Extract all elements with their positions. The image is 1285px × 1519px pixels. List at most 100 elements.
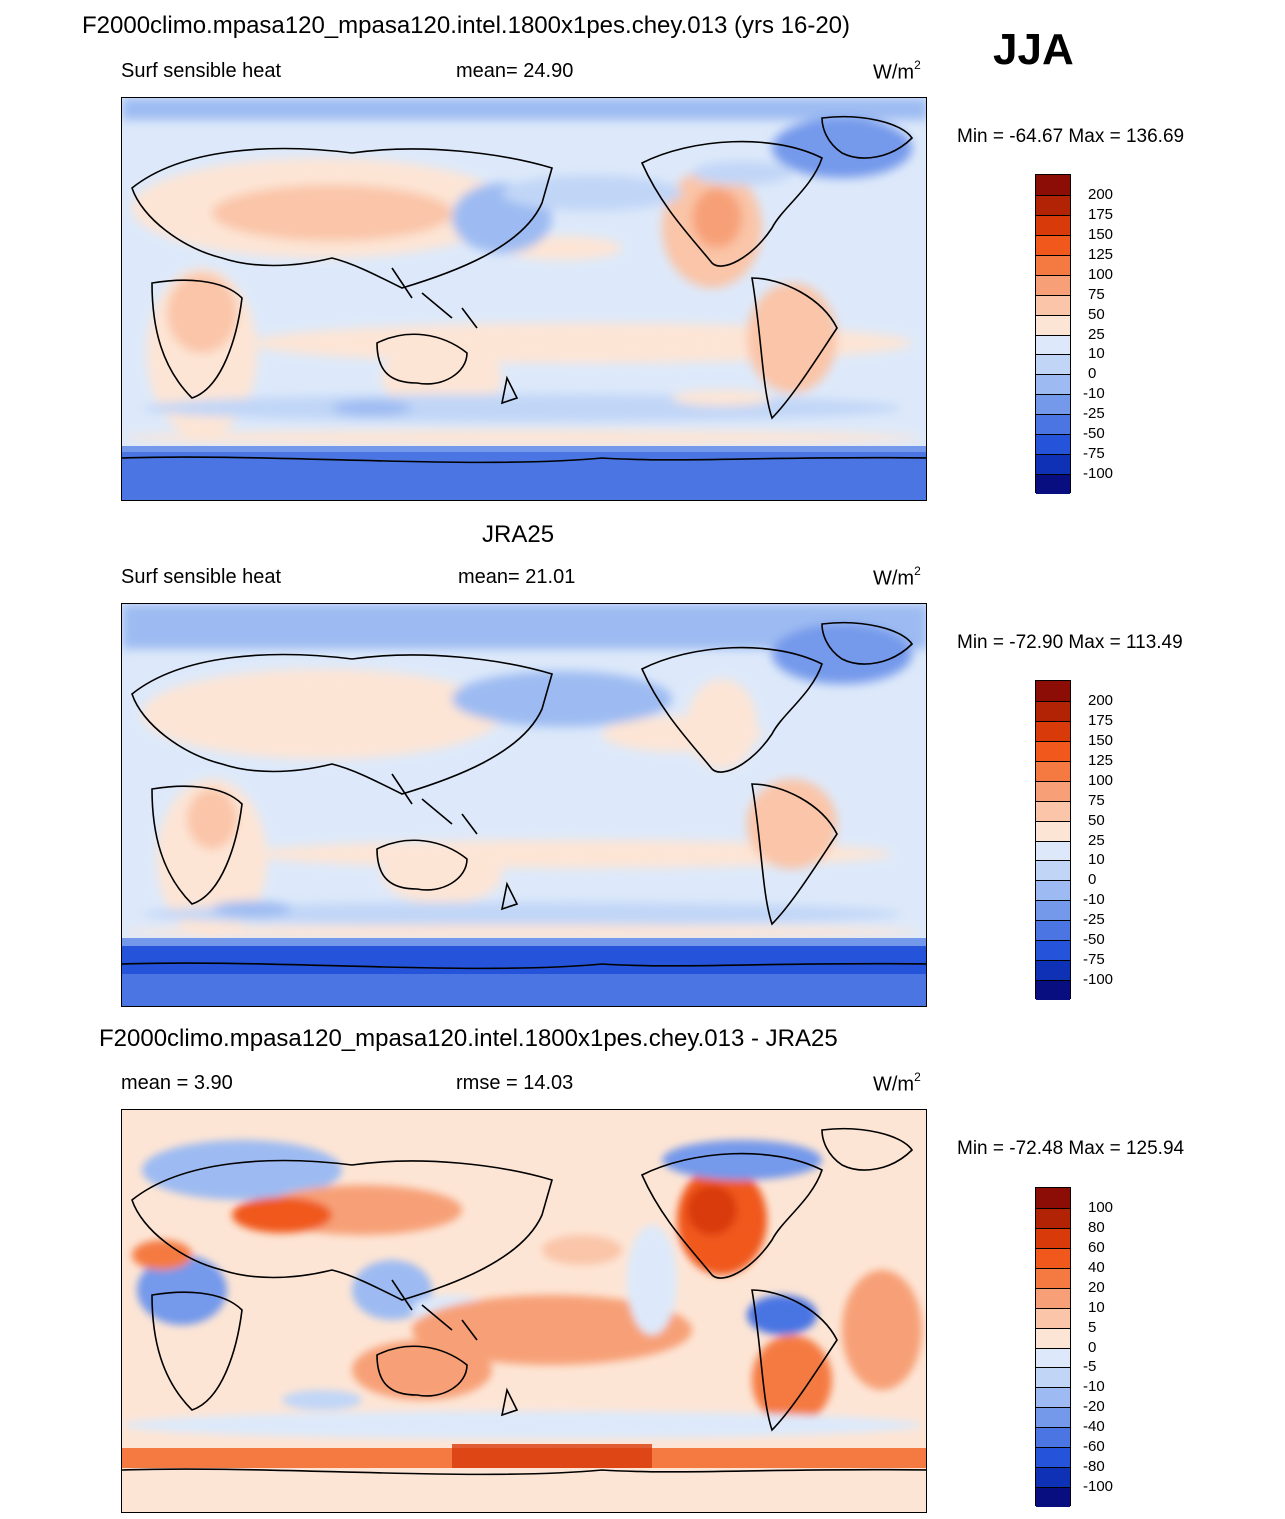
colorbar-tick-label: -10: [1083, 1378, 1105, 1396]
colorbar-tick-label: 175: [1088, 205, 1114, 223]
colorbar-tick-label: 10: [1088, 1298, 1105, 1316]
colorbar-tick-label: -25: [1083, 911, 1105, 929]
colorbar-tick-label: -10: [1083, 891, 1105, 909]
colorbar-swatch: [1036, 434, 1070, 455]
colorbar: [1035, 174, 1071, 494]
colorbar-swatch: [1036, 1207, 1070, 1228]
rmse-label: rmse = 14.03: [456, 1072, 574, 1094]
colorbar-swatch: [1036, 940, 1070, 961]
units-label: W/m2: [873, 564, 921, 590]
colorbar-tick-label: -20: [1083, 1398, 1105, 1416]
colorbar-tick-label: -10: [1083, 385, 1105, 403]
minmax-label: Min = -72.90 Max = 113.49: [957, 632, 1183, 653]
colorbar-tick-label: 10: [1088, 345, 1105, 363]
colorbar-tick-label: 25: [1088, 831, 1105, 849]
panel-title: F2000climo.mpasa120_mpasa120.intel.1800x…: [99, 1025, 838, 1052]
colorbar-swatch: [1036, 960, 1070, 981]
colorbar-swatch: [1036, 900, 1070, 921]
colorbar: [1035, 1187, 1071, 1507]
colorbar-tick-label: -50: [1083, 425, 1105, 443]
colorbar-swatch: [1036, 294, 1070, 315]
colorbar-tick-label: -75: [1083, 951, 1105, 969]
colorbar-swatch: [1036, 175, 1070, 195]
colorbar-tick-label: 125: [1088, 245, 1114, 263]
colorbar-swatch: [1036, 740, 1070, 761]
colorbar-tick-label: 5: [1088, 1318, 1097, 1336]
colorbar-tick-label: 150: [1088, 731, 1114, 749]
colorbar-tick-label: -40: [1083, 1418, 1105, 1436]
map-reference: [121, 603, 927, 1007]
minmax-label: Min = -64.67 Max = 136.69: [957, 126, 1185, 147]
figure-title: F2000climo.mpasa120_mpasa120.intel.1800x…: [82, 12, 851, 39]
colorbar-swatch: [1036, 980, 1070, 1000]
colorbar-swatch: [1036, 1188, 1070, 1208]
colorbar-tick-label: 25: [1088, 325, 1105, 343]
colorbar-tick-label: 50: [1088, 811, 1105, 829]
colorbar-swatch: [1036, 1487, 1070, 1507]
colorbar-swatch: [1036, 474, 1070, 494]
colorbar-swatch: [1036, 1267, 1070, 1288]
map-model: [121, 97, 927, 501]
colorbar-swatch: [1036, 720, 1070, 741]
colorbar-tick-label: 0: [1088, 871, 1097, 889]
colorbar-tick-label: -100: [1083, 465, 1114, 483]
colorbar-tick-label: 60: [1088, 1238, 1105, 1256]
colorbar-swatch: [1036, 374, 1070, 395]
colorbar-tick-label: 75: [1088, 285, 1105, 303]
colorbar-swatch: [1036, 1327, 1070, 1348]
colorbar-tick-label: 150: [1088, 225, 1114, 243]
colorbar-swatch: [1036, 780, 1070, 801]
colorbar-swatch: [1036, 1307, 1070, 1328]
mean-label: mean= 24.90: [456, 60, 574, 82]
colorbar-tick-label: 40: [1088, 1258, 1105, 1276]
colorbar-swatch: [1036, 920, 1070, 941]
minmax-label: Min = -72.48 Max = 125.94: [957, 1138, 1185, 1159]
colorbar-tick-label: 80: [1088, 1218, 1105, 1236]
colorbar-tick-label: -50: [1083, 931, 1105, 949]
colorbar-tick-label: 100: [1088, 1198, 1114, 1216]
units-label: W/m2: [873, 58, 921, 84]
colorbar-tick-label: 125: [1088, 751, 1114, 769]
colorbar-swatch: [1036, 1367, 1070, 1388]
colorbar-swatch: [1036, 414, 1070, 435]
colorbar-tick-label: 200: [1088, 185, 1114, 203]
colorbar-tick-label: 50: [1088, 305, 1105, 323]
colorbar-swatch: [1036, 700, 1070, 721]
colorbar-swatch: [1036, 454, 1070, 475]
panel-title: JRA25: [482, 521, 555, 548]
colorbar-swatch: [1036, 1447, 1070, 1468]
colorbar-swatch: [1036, 760, 1070, 781]
colorbar-tick-label: 0: [1088, 365, 1097, 383]
colorbar-swatch: [1036, 820, 1070, 841]
colorbar-tick-label: 175: [1088, 711, 1114, 729]
colorbar-swatch: [1036, 194, 1070, 215]
colorbar-tick-label: -75: [1083, 445, 1105, 463]
colorbar-swatch: [1036, 254, 1070, 275]
colorbar-tick-label: -100: [1083, 971, 1114, 989]
colorbar-tick-label: 0: [1088, 1338, 1097, 1356]
colorbar-swatch: [1036, 1467, 1070, 1488]
colorbar-tick-label: -100: [1083, 1478, 1114, 1496]
colorbar-tick-label: 100: [1088, 771, 1114, 789]
variable-label: Surf sensible heat: [121, 60, 282, 82]
colorbar: [1035, 680, 1071, 1000]
colorbar-swatch: [1036, 334, 1070, 355]
colorbar-swatch: [1036, 354, 1070, 375]
colorbar-swatch: [1036, 1247, 1070, 1268]
colorbar-swatch: [1036, 880, 1070, 901]
colorbar-tick-label: -25: [1083, 405, 1105, 423]
colorbar-swatch: [1036, 1347, 1070, 1368]
colorbar-tick-label: 20: [1088, 1278, 1105, 1296]
map-difference: [121, 1109, 927, 1513]
colorbar-swatch: [1036, 1387, 1070, 1408]
colorbar-tick-label: 75: [1088, 791, 1105, 809]
mean-label: mean= 21.01: [458, 566, 576, 588]
colorbar-swatch: [1036, 840, 1070, 861]
colorbar-swatch: [1036, 1427, 1070, 1448]
colorbar-swatch: [1036, 1227, 1070, 1248]
colorbar-tick-label: -60: [1083, 1438, 1105, 1456]
colorbar-swatch: [1036, 274, 1070, 295]
colorbar-swatch: [1036, 234, 1070, 255]
colorbar-tick-label: 200: [1088, 691, 1114, 709]
colorbar-swatch: [1036, 214, 1070, 235]
